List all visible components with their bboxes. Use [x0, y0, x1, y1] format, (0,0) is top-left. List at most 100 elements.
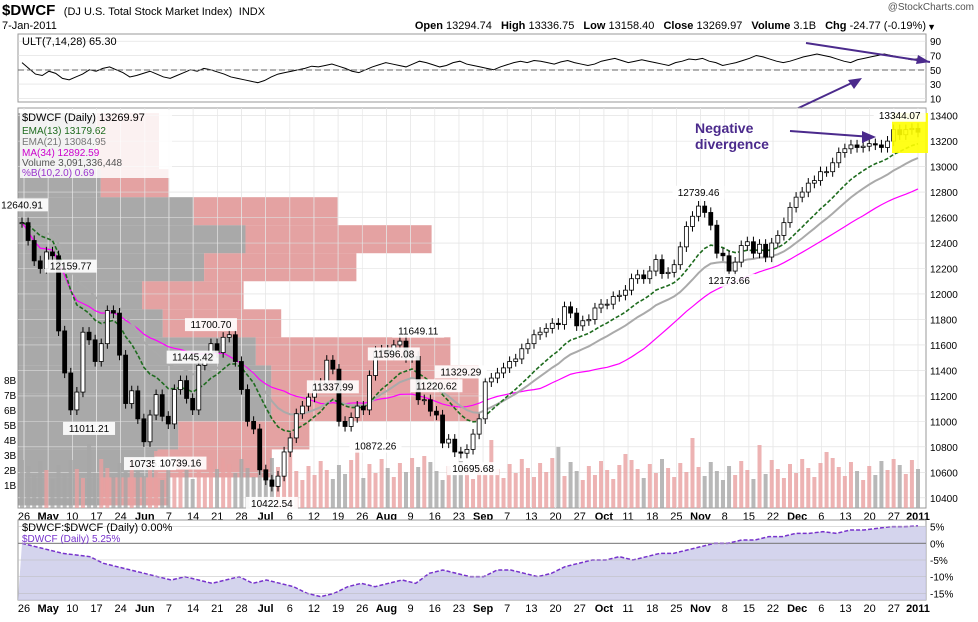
volume-bar: [172, 475, 177, 508]
candle-body: [275, 475, 281, 487]
candle-body: [446, 438, 452, 444]
candle-body: [336, 368, 342, 422]
candle-body: [507, 361, 513, 369]
volume-bar: [38, 461, 43, 508]
candle-body: [287, 437, 293, 453]
ult-tick-label: 90: [930, 37, 942, 48]
date-tick-label: 23: [453, 603, 465, 615]
exchange-label: INDX: [238, 6, 266, 18]
date-tick-label: 14: [187, 603, 199, 615]
candle-body: [86, 331, 92, 341]
date-tick-label: Jul: [258, 603, 274, 615]
volume-bar: [300, 480, 305, 508]
candle-body: [860, 145, 866, 148]
price-annotation-bg: [873, 108, 926, 122]
volume-bar: [318, 461, 323, 508]
candle-body: [458, 451, 464, 454]
volume-bar: [775, 469, 780, 508]
candle-body: [751, 241, 756, 254]
date-tick-label: 7: [504, 603, 510, 615]
price-tick-label: 13400: [930, 112, 958, 123]
candle-body: [830, 162, 836, 173]
volume-bar: [129, 458, 134, 508]
candle-body: [683, 226, 689, 248]
price-annotation: 11337.99: [312, 382, 353, 393]
candle-body: [866, 143, 872, 147]
volume-bar: [727, 466, 732, 508]
volume-bar: [233, 473, 238, 508]
candle-body: [629, 278, 634, 291]
price-annotation: 11011.21: [69, 424, 110, 435]
volume-bar: [336, 465, 341, 508]
volume-bar: [916, 469, 920, 508]
candle-body: [690, 215, 695, 227]
annotation-arrow-ult: [789, 79, 859, 113]
date-tick-label: 25: [670, 603, 682, 615]
volume-bar: [355, 449, 360, 508]
price-annotation-bg: [367, 347, 420, 361]
candle-body: [604, 303, 610, 306]
candle-body: [324, 359, 330, 384]
volume-bar: [239, 459, 244, 508]
candle-body: [696, 205, 701, 217]
volume-bar: [452, 475, 457, 508]
volume-bar: [141, 476, 146, 508]
date-tick-label: 26: [356, 603, 368, 615]
candle-body: [824, 171, 829, 174]
ult-line: [21, 53, 919, 84]
price-annotation: 11445.42: [172, 353, 213, 364]
candle-body: [879, 144, 884, 148]
volume-bar: [178, 461, 183, 508]
chevron-down-icon[interactable]: ▼: [927, 22, 936, 32]
date-tick-label: 26: [18, 603, 30, 615]
candle-body: [793, 196, 799, 208]
volume-bar: [93, 473, 98, 508]
date-tick-label: 7: [504, 511, 510, 523]
date-tick-label: 20: [549, 603, 561, 615]
candle-body: [775, 234, 781, 244]
candle-body: [440, 414, 445, 444]
candle-body: [641, 274, 647, 280]
candle-body: [501, 367, 506, 374]
candle-body: [714, 224, 720, 254]
date-tick-label: Sep: [473, 603, 493, 615]
candle-body: [25, 222, 31, 241]
candle-body: [452, 438, 458, 453]
volume-bar: [879, 461, 884, 508]
volume-tick-label: 8B: [4, 376, 17, 387]
candle-body: [464, 449, 470, 454]
volume-bar: [160, 480, 165, 508]
date-tick-label: Oct: [595, 603, 614, 615]
date-tick-label: 8: [722, 603, 728, 615]
price-tick-label: 12000: [930, 290, 958, 301]
candle-body: [184, 380, 189, 399]
volume-bar: [666, 468, 671, 508]
price-annotation-bg: [154, 456, 207, 470]
candle-body: [811, 180, 817, 184]
candle-body: [818, 171, 823, 182]
date-tick-label: Aug: [376, 603, 397, 615]
candle-body: [836, 152, 842, 164]
candle-body: [677, 246, 683, 266]
vbp-bar-up: [178, 421, 310, 450]
rel-tick-label: -15%: [930, 589, 953, 600]
volume-bar: [708, 462, 713, 508]
candle-body: [781, 222, 787, 236]
volume-bar: [690, 438, 695, 508]
volume-bar: [251, 477, 256, 508]
volume-bar: [507, 464, 512, 508]
chart-date: 7-Jan-2011: [2, 20, 57, 32]
vbp-bar-up: [255, 337, 451, 366]
volume-bar: [245, 468, 250, 508]
candle-body: [50, 251, 55, 257]
volume-bar: [678, 463, 683, 508]
volume-bar: [184, 470, 189, 508]
price-tick-label: 12200: [930, 265, 958, 276]
candle-body: [616, 294, 622, 297]
volume-bar: [592, 475, 597, 508]
volume-bar: [416, 467, 421, 508]
date-tick-label: 24: [115, 603, 127, 615]
volume-bar: [32, 475, 37, 508]
volume-bar: [422, 456, 427, 508]
close-value: 13269.97: [696, 20, 743, 32]
